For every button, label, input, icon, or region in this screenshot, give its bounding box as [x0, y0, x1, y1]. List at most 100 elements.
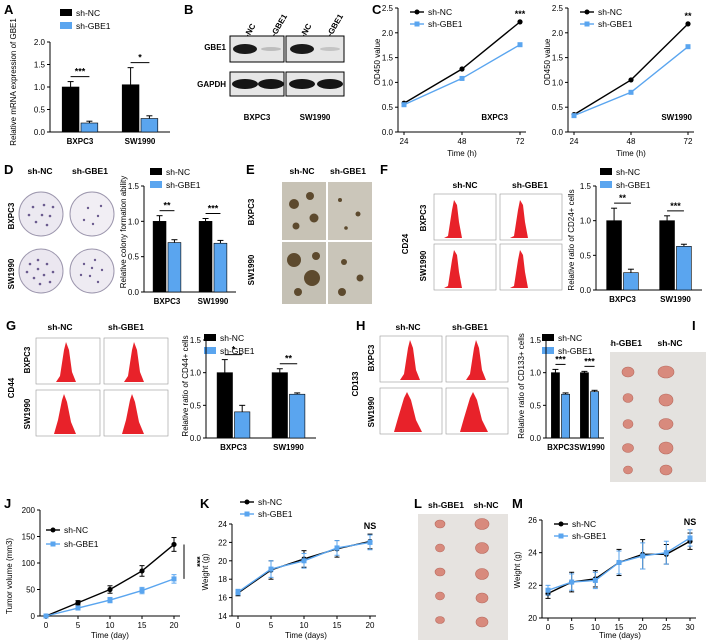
- row-label: BXPC3: [7, 202, 16, 229]
- series-line: [45, 543, 175, 617]
- panel-label: D: [4, 162, 13, 177]
- line-chart: 0 50 100 150 200 0 5 10 15 20 ***: [22, 506, 200, 630]
- data-point: [459, 75, 465, 81]
- panel-label: K: [200, 496, 210, 511]
- bar: [289, 393, 306, 439]
- row-label: BXPC3: [247, 198, 256, 225]
- row-label: SW1990: [7, 258, 16, 289]
- y-tick-label: 1.5: [190, 336, 202, 345]
- data-point: [139, 588, 145, 594]
- flow-histograms: [433, 193, 563, 291]
- panel-h: H sh-NC sh-GBE1 CD133 BXPC3 SW1990 Relat…: [351, 318, 606, 452]
- bar-chart: 0.0 0.5 1.0 1.5 2.0 BXPC3 *** SW1990 *: [34, 38, 170, 146]
- legend-nc: sh-NC: [572, 519, 596, 529]
- significance-label: **: [285, 354, 293, 364]
- x-tick-label: 72: [516, 137, 525, 146]
- significance-label: ***: [208, 204, 219, 214]
- y-tick-label: 2.0: [552, 29, 564, 38]
- x-tick-label: BXPC3: [609, 295, 636, 304]
- data-point: [75, 605, 81, 611]
- significance-label: NS: [684, 517, 697, 527]
- condition-label: sh-GBE1: [452, 322, 488, 332]
- y-tick-label: 200: [22, 506, 36, 515]
- y-tick-label: 20: [528, 614, 537, 623]
- legend-swatch-nc: [60, 9, 72, 16]
- y-axis-label: Relative mRNA expression of GBE1: [9, 18, 18, 146]
- y-tick-label: 2.0: [34, 38, 46, 47]
- panel-label: E: [246, 162, 255, 177]
- x-tick-label: 15: [138, 621, 147, 630]
- legend-nc: sh-NC: [258, 497, 282, 507]
- y-tick-label: 0.0: [34, 128, 46, 137]
- x-tick-label: 5: [76, 621, 81, 630]
- x-tick-label: 20: [638, 623, 647, 632]
- x-tick-label: BXPC3: [154, 297, 181, 306]
- x-tick-label: BXPC3: [220, 443, 247, 452]
- significance-label: ***: [670, 201, 681, 211]
- bar: [167, 242, 182, 293]
- legend-gbe1: sh-GBE1: [220, 346, 255, 356]
- legend-gbe1: sh-GBE1: [616, 180, 651, 190]
- flow-histograms: [379, 335, 509, 435]
- x-tick-label: 5: [569, 623, 574, 632]
- panel-d: D sh-NC sh-GBE1 BXPC3 SW1990 Relative co…: [4, 162, 236, 306]
- x-axis-label: Time (h): [616, 149, 646, 158]
- legend: sh-NC sh-GBE1: [240, 497, 293, 519]
- y-tick-label: 1.5: [128, 182, 140, 191]
- x-tick-label: BXPC3: [547, 443, 574, 452]
- legend: sh-NC sh-GBE1: [554, 519, 607, 541]
- data-point: [171, 541, 177, 548]
- bar-chart: 0.0 0.5 1.0 1.5 BXPC3 *** SW1990 ***: [530, 336, 606, 452]
- y-axis-label: Weight (g): [201, 553, 210, 590]
- x-tick-label: 10: [300, 621, 309, 630]
- bar: [140, 118, 159, 133]
- y-axis-label: Relative colony formation ability: [119, 176, 128, 289]
- bar-chart: 0.0 0.5 1.0 1.5 BXPC3 ** SW1990 ***: [128, 182, 236, 306]
- legend-gbe1: sh-GBE1: [598, 19, 633, 29]
- y-tick-label: 22: [218, 538, 227, 547]
- y-tick-label: 1.5: [34, 61, 46, 70]
- colony-well: [18, 191, 64, 237]
- row-label: SW1990: [23, 398, 32, 429]
- y-tick-label: 24: [528, 549, 537, 558]
- panel-j: J Tumor volume (mm3) sh-NC sh-GBE1 05010…: [4, 496, 200, 640]
- y-axis-label: Relative ratio of CD44+ cells: [181, 335, 190, 436]
- legend: sh-NC sh-GBE1 sh-NC sh-GBE1: [410, 7, 633, 29]
- colony-wells: [18, 191, 115, 294]
- y-tick-label: 1.5: [580, 182, 592, 191]
- significance-label: **: [163, 201, 171, 211]
- data-point: [687, 535, 693, 541]
- bar: [623, 272, 639, 291]
- y-axis-label: Weight (g): [513, 551, 522, 588]
- blot-band: [232, 79, 258, 89]
- panel-i: I sh-GBE1 sh-NC: [610, 318, 706, 482]
- data-point: [616, 559, 622, 565]
- bar: [551, 372, 560, 439]
- tumor-photo: [610, 352, 706, 482]
- panel-label: F: [380, 162, 388, 177]
- panel-a: A Relative mRNA expression of GBE1 sh-NC…: [4, 2, 170, 146]
- tumor-photo: [418, 514, 508, 640]
- row-label: BXPC3: [23, 346, 32, 373]
- legend: sh-NC sh-GBE1: [46, 525, 99, 549]
- blot-band: [317, 79, 343, 89]
- colony-well: [18, 248, 64, 294]
- data-point: [517, 19, 523, 25]
- y-tick-label: 1.5: [552, 54, 564, 63]
- legend-gbe1: sh-GBE1: [166, 180, 201, 190]
- blot-band: [233, 44, 257, 54]
- condition-label: sh-GBE1: [512, 180, 548, 190]
- line-chart: 20 22 24 26 0 5 10 15 20 25 30 NS: [528, 516, 696, 632]
- legend-nc: sh-NC: [220, 333, 244, 343]
- y-tick-label: 150: [22, 533, 36, 542]
- significance-label: *: [232, 345, 236, 355]
- legend: sh-NC sh-GBE1: [150, 167, 201, 190]
- y-tick-label: 0.0: [128, 288, 140, 297]
- significance-label: NS: [364, 521, 377, 531]
- blot-row-gbe1: GBE1: [204, 43, 226, 52]
- x-tick-label: SW1990: [660, 295, 691, 304]
- y-axis-label: Relative ratio of CD133+ cells: [517, 333, 526, 439]
- condition-label: sh-NC: [47, 322, 72, 332]
- cell-label: SW1990: [300, 113, 331, 122]
- line-chart: 14 16 18 20 22 24 0 5 10 15 20 NS: [218, 520, 376, 630]
